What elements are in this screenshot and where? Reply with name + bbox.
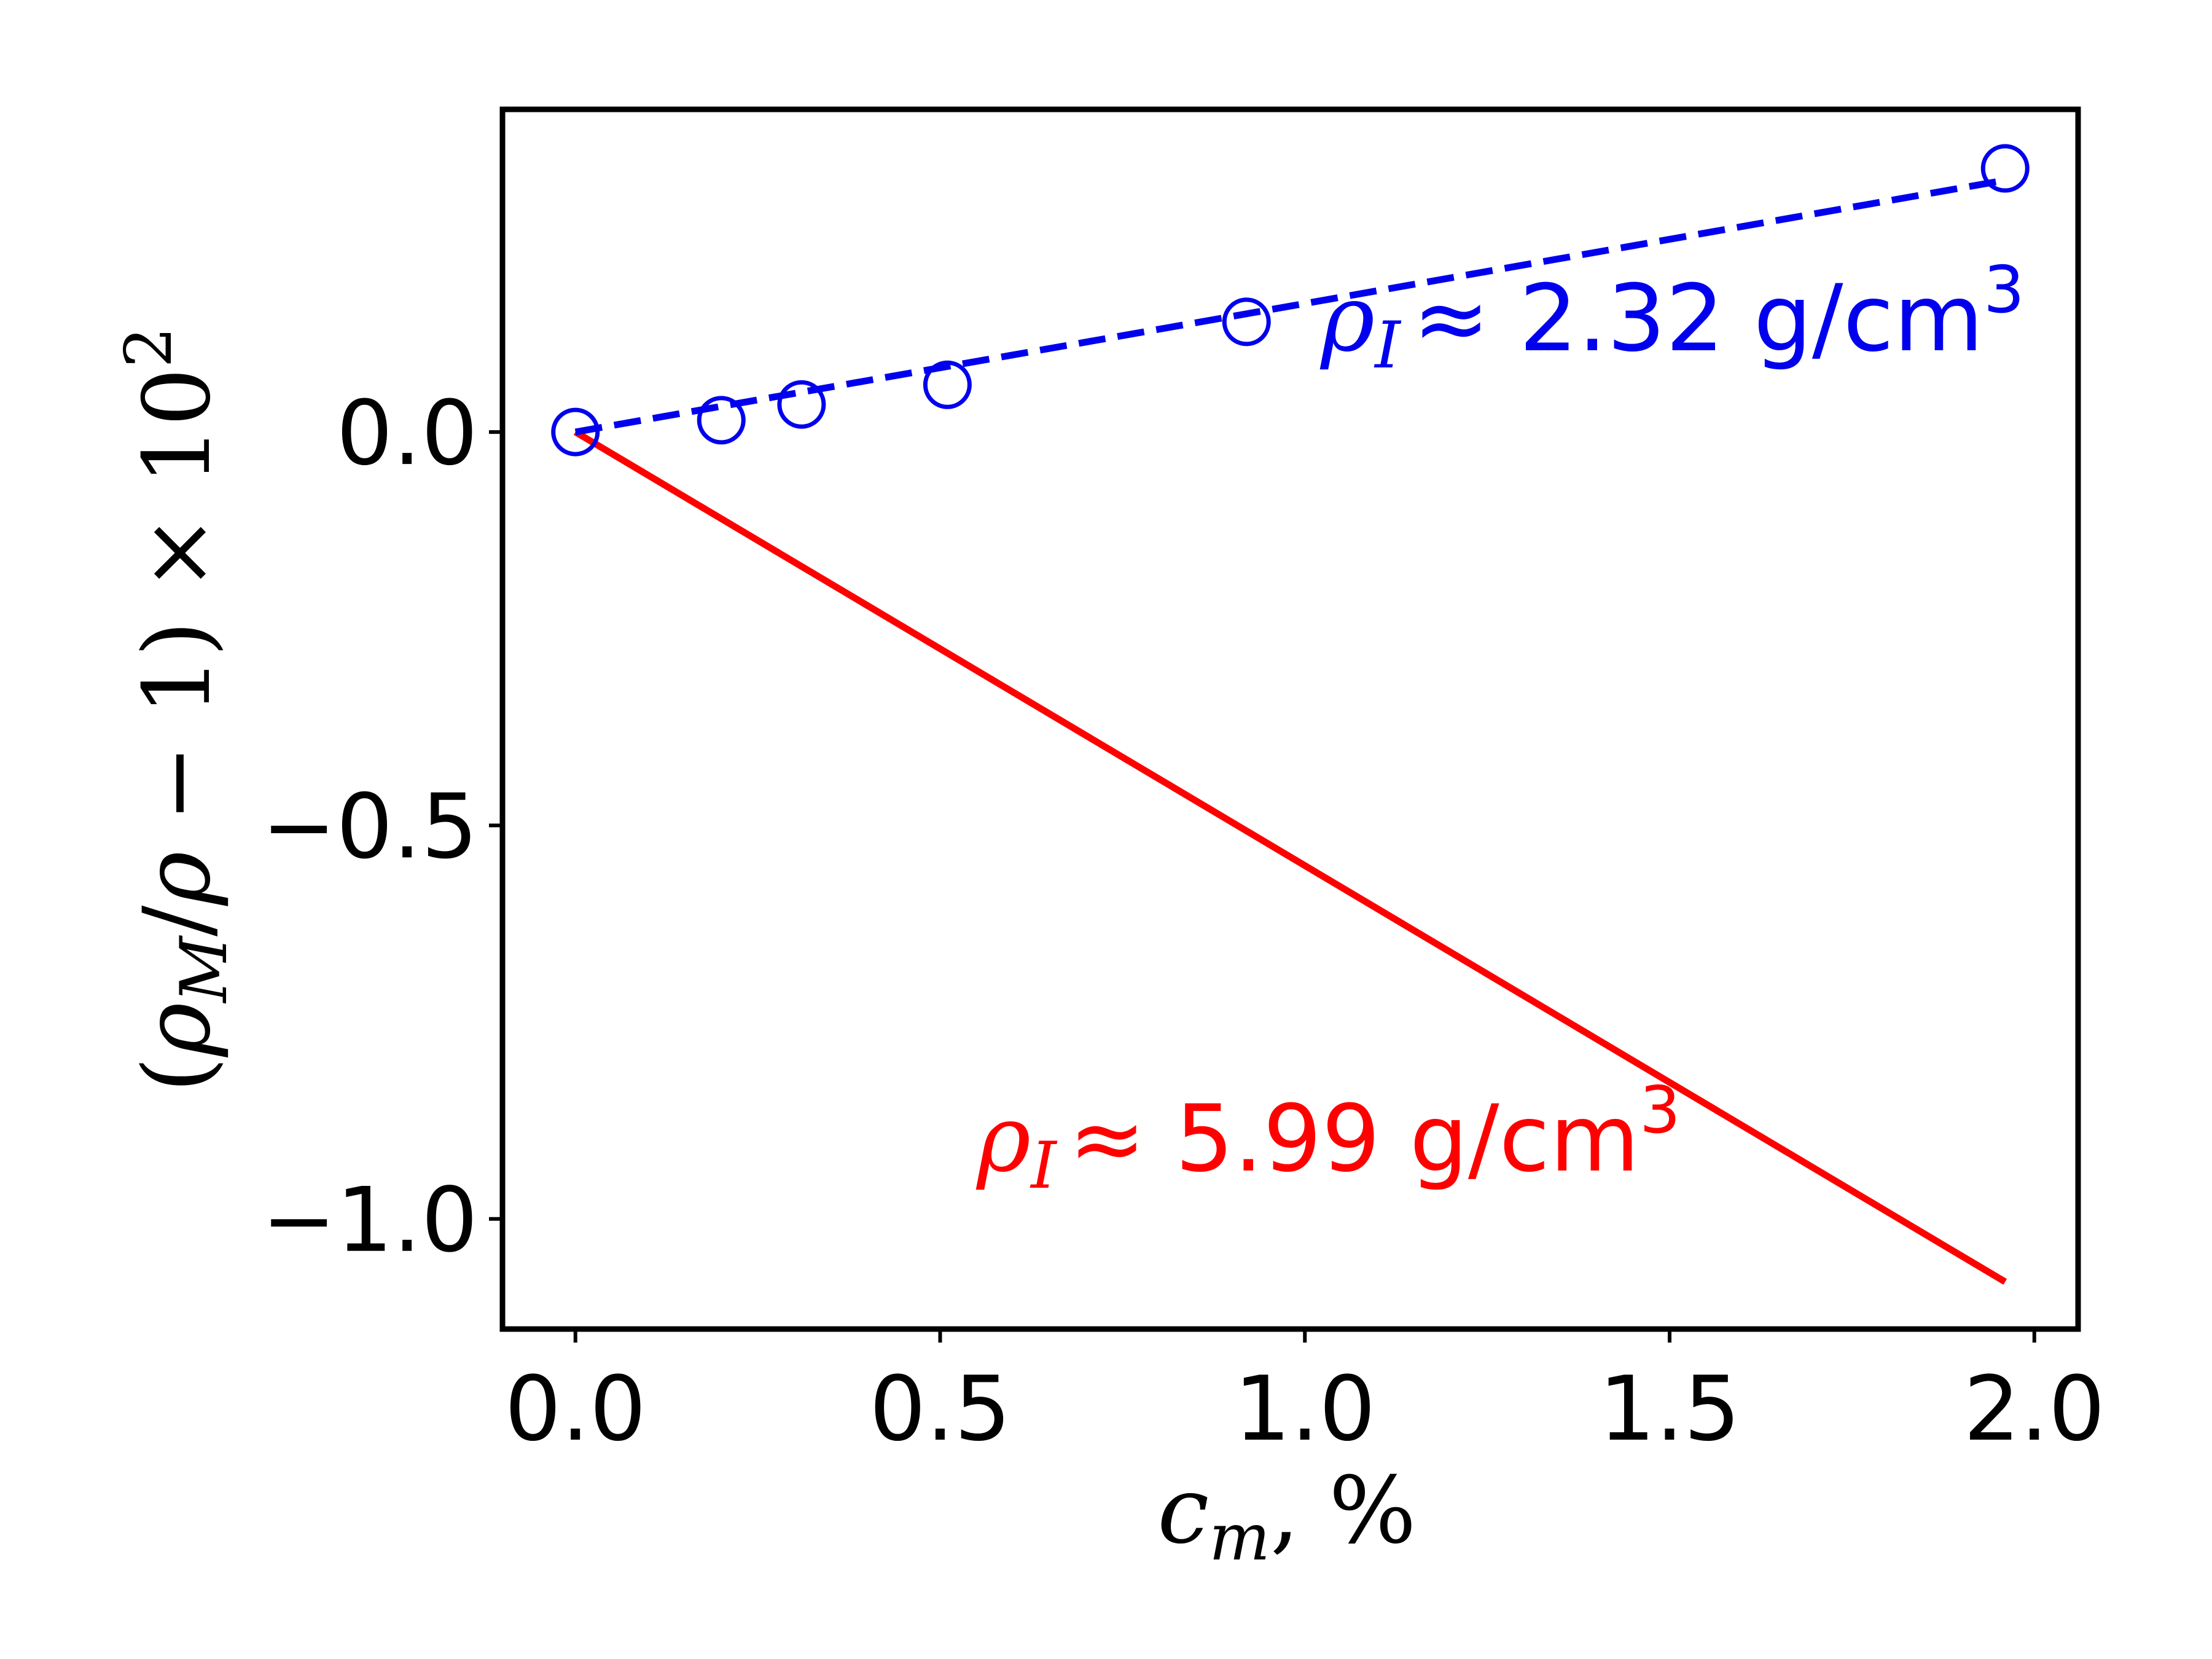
series-red-line [573, 429, 2007, 1285]
series-blue-point-4 [1222, 297, 1271, 347]
plot-layer [551, 144, 2030, 1285]
annotation-red: ρI ≈ 5.99 g/cm3 [975, 1073, 1681, 1203]
series-blue-point-1 [697, 396, 746, 445]
y-axis-label: (ρM/ρ − 1) × 102 [111, 327, 241, 1093]
y-tick-label-0: 0.0 [336, 382, 478, 485]
y-tick-label-2: −1.0 [262, 1169, 478, 1273]
ticks-layer: 0.0 0.5 1.0 1.5 2.0 0.0 −0.5 −1.0 [262, 382, 2105, 1461]
y-tick-label-1: −0.5 [262, 775, 478, 879]
x-tick-label-0: 0.0 [504, 1357, 646, 1461]
series-blue-fit-line [574, 176, 2006, 436]
plot-frame [499, 106, 2081, 1332]
series-blue-point-5 [1980, 144, 2030, 193]
series-blue-point-2 [777, 380, 826, 429]
x-tick-label-4: 2.0 [1963, 1357, 2105, 1461]
annotation-blue: ρI ≈ 2.32 g/cm3 [1319, 253, 2025, 383]
x-axis-label: cm, % [1157, 1457, 1416, 1575]
series-blue-point-3 [923, 360, 972, 409]
series-blue-point-0 [551, 407, 600, 457]
x-tick-label-1: 0.5 [869, 1357, 1011, 1461]
x-tick-label-3: 1.5 [1599, 1357, 1741, 1461]
x-tick-label-2: 1.0 [1234, 1357, 1376, 1461]
